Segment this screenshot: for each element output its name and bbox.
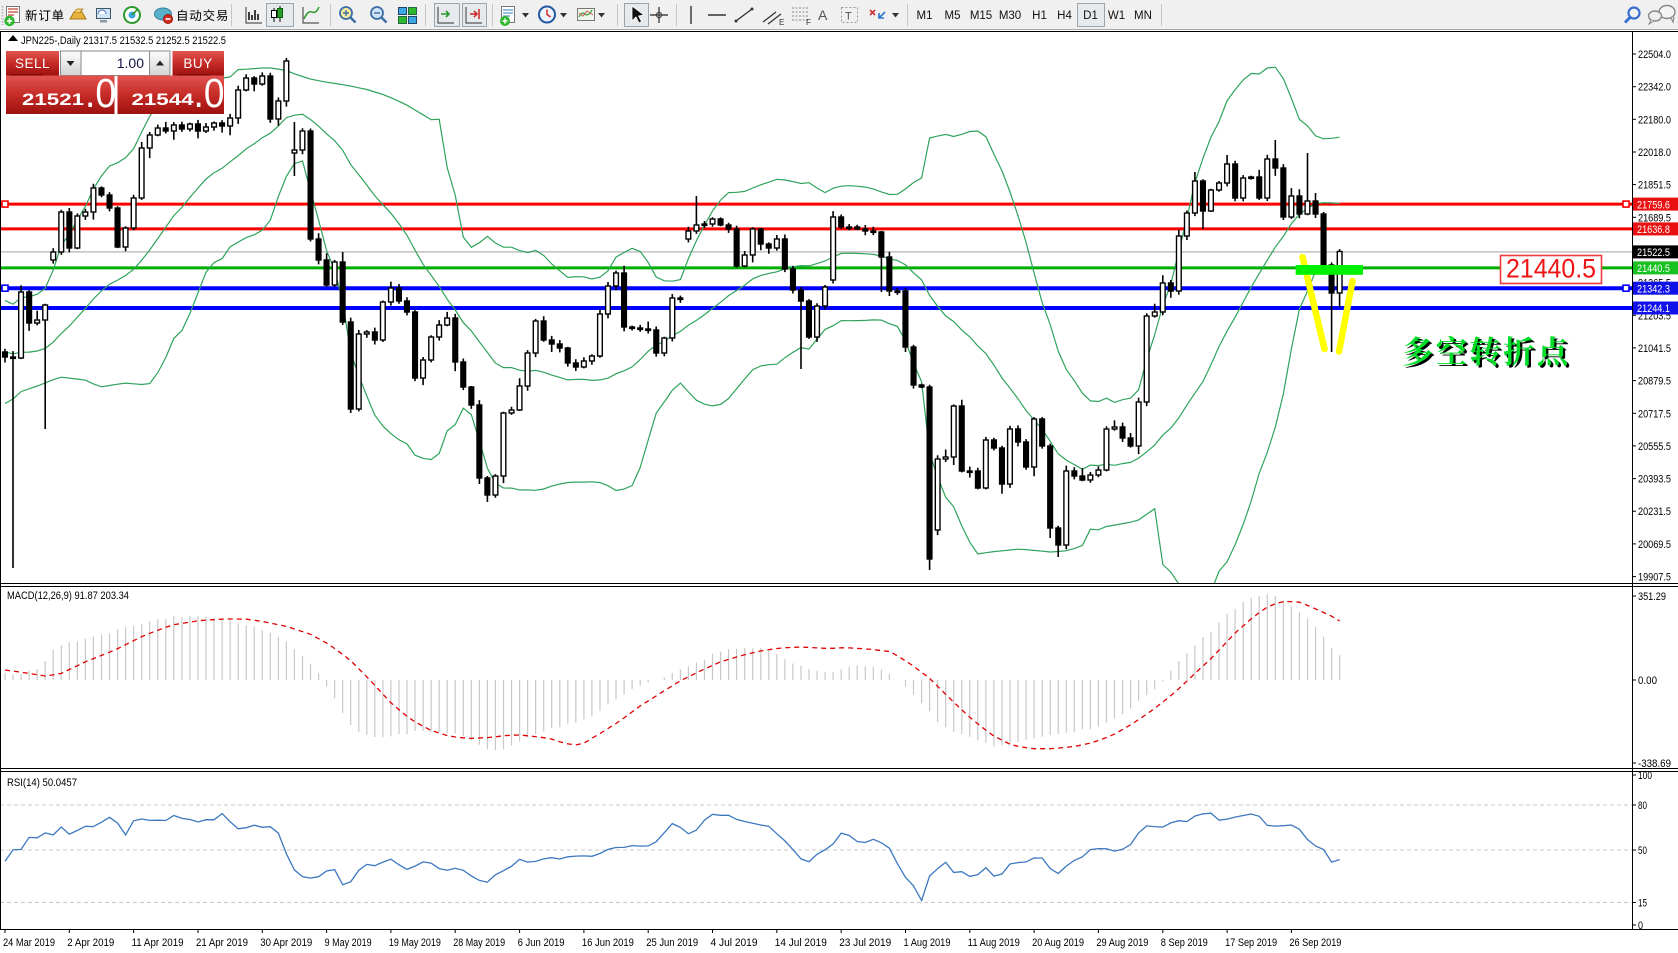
svg-text:6 Jun 2019: 6 Jun 2019 (518, 937, 565, 949)
svg-text:30 Apr 2019: 30 Apr 2019 (260, 937, 312, 949)
svg-text:21440.5: 21440.5 (1506, 254, 1596, 284)
svg-text:M15: M15 (970, 10, 992, 22)
svg-text:22180.0: 22180.0 (1638, 114, 1671, 126)
svg-text:21636.8: 21636.8 (1637, 224, 1670, 236)
svg-text:21544: 21544 (132, 91, 195, 109)
svg-text:E: E (779, 18, 784, 27)
svg-text:22342.0: 22342.0 (1638, 82, 1671, 94)
svg-text:20231.5: 20231.5 (1638, 506, 1671, 518)
svg-text:11 Aug 2019: 11 Aug 2019 (968, 937, 1020, 949)
svg-text:RSI(14) 50.0457: RSI(14) 50.0457 (7, 777, 77, 789)
svg-text:W1: W1 (1108, 10, 1125, 22)
svg-text:JPN225-,Daily 21317.5 21532.5: JPN225-,Daily 21317.5 21532.5 21252.5 21… (21, 35, 226, 47)
svg-text:351.29: 351.29 (1638, 591, 1666, 603)
svg-text:17 Sep 2019: 17 Sep 2019 (1225, 937, 1277, 949)
svg-text:21041.5: 21041.5 (1638, 343, 1671, 355)
svg-text:21521: 21521 (22, 91, 84, 109)
svg-text:100: 100 (1638, 770, 1652, 782)
svg-text:22504.0: 22504.0 (1638, 49, 1671, 61)
svg-text:0: 0 (1638, 920, 1643, 932)
svg-text:16 Jun 2019: 16 Jun 2019 (582, 937, 634, 949)
svg-text:21759.6: 21759.6 (1637, 199, 1670, 211)
svg-text:28 May 2019: 28 May 2019 (453, 937, 505, 949)
svg-text:T: T (845, 11, 852, 23)
svg-text:21522.5: 21522.5 (1637, 247, 1670, 259)
svg-text:21689.5: 21689.5 (1638, 212, 1671, 224)
svg-text:M1: M1 (917, 10, 933, 22)
svg-text:BUY: BUY (183, 56, 212, 71)
svg-text:24 Mar 2019: 24 Mar 2019 (3, 937, 55, 949)
svg-text:20717.5: 20717.5 (1638, 408, 1671, 420)
svg-text:19907.5: 19907.5 (1638, 572, 1671, 584)
svg-text:0.00: 0.00 (1638, 675, 1657, 687)
svg-text:MACD(12,26,9) 91.87 203.34: MACD(12,26,9) 91.87 203.34 (7, 590, 129, 602)
svg-text:8 Sep 2019: 8 Sep 2019 (1161, 937, 1208, 949)
svg-text:H4: H4 (1057, 10, 1072, 22)
svg-text:21 Apr 2019: 21 Apr 2019 (196, 937, 248, 949)
svg-text:A: A (818, 7, 828, 23)
svg-text:9 May 2019: 9 May 2019 (325, 937, 372, 949)
svg-text:20069.5: 20069.5 (1638, 539, 1671, 551)
svg-text:21342.3: 21342.3 (1637, 283, 1670, 295)
svg-text:M30: M30 (999, 10, 1021, 22)
svg-text:.0: .0 (85, 70, 116, 116)
svg-text:20555.5: 20555.5 (1638, 441, 1671, 453)
svg-text:D1: D1 (1083, 10, 1098, 22)
svg-text:-338.69: -338.69 (1638, 758, 1671, 770)
svg-text:SELL: SELL (15, 56, 50, 71)
svg-text:M5: M5 (945, 10, 961, 22)
svg-text:26 Sep 2019: 26 Sep 2019 (1289, 937, 1341, 949)
svg-text:20 Aug 2019: 20 Aug 2019 (1032, 937, 1084, 949)
svg-text:4 Jul 2019: 4 Jul 2019 (711, 937, 758, 949)
svg-text:25 Jun 2019: 25 Jun 2019 (646, 937, 698, 949)
svg-text:50: 50 (1638, 845, 1647, 857)
svg-text:H1: H1 (1032, 10, 1047, 22)
svg-text:2 Apr 2019: 2 Apr 2019 (67, 937, 114, 949)
svg-text:1.00: 1.00 (117, 55, 144, 71)
svg-text:80: 80 (1638, 800, 1647, 812)
svg-text:11 Apr 2019: 11 Apr 2019 (132, 937, 184, 949)
svg-text:1 Aug 2019: 1 Aug 2019 (904, 937, 951, 949)
svg-text:22018.0: 22018.0 (1638, 147, 1671, 159)
svg-text:23 Jul 2019: 23 Jul 2019 (839, 937, 891, 949)
svg-text:19 May 2019: 19 May 2019 (389, 937, 441, 949)
svg-text:29 Aug 2019: 29 Aug 2019 (1096, 937, 1148, 949)
svg-text:.0: .0 (194, 70, 225, 116)
svg-text:21244.1: 21244.1 (1637, 303, 1670, 315)
svg-text:20393.5: 20393.5 (1638, 474, 1671, 486)
svg-text:21851.5: 21851.5 (1638, 180, 1671, 192)
svg-text:20879.5: 20879.5 (1638, 376, 1671, 388)
svg-text:F: F (806, 18, 811, 27)
svg-text:14 Jul 2019: 14 Jul 2019 (775, 937, 827, 949)
svg-text:MN: MN (1134, 10, 1152, 22)
svg-text:15: 15 (1638, 898, 1647, 910)
svg-text:21440.5: 21440.5 (1637, 263, 1670, 275)
